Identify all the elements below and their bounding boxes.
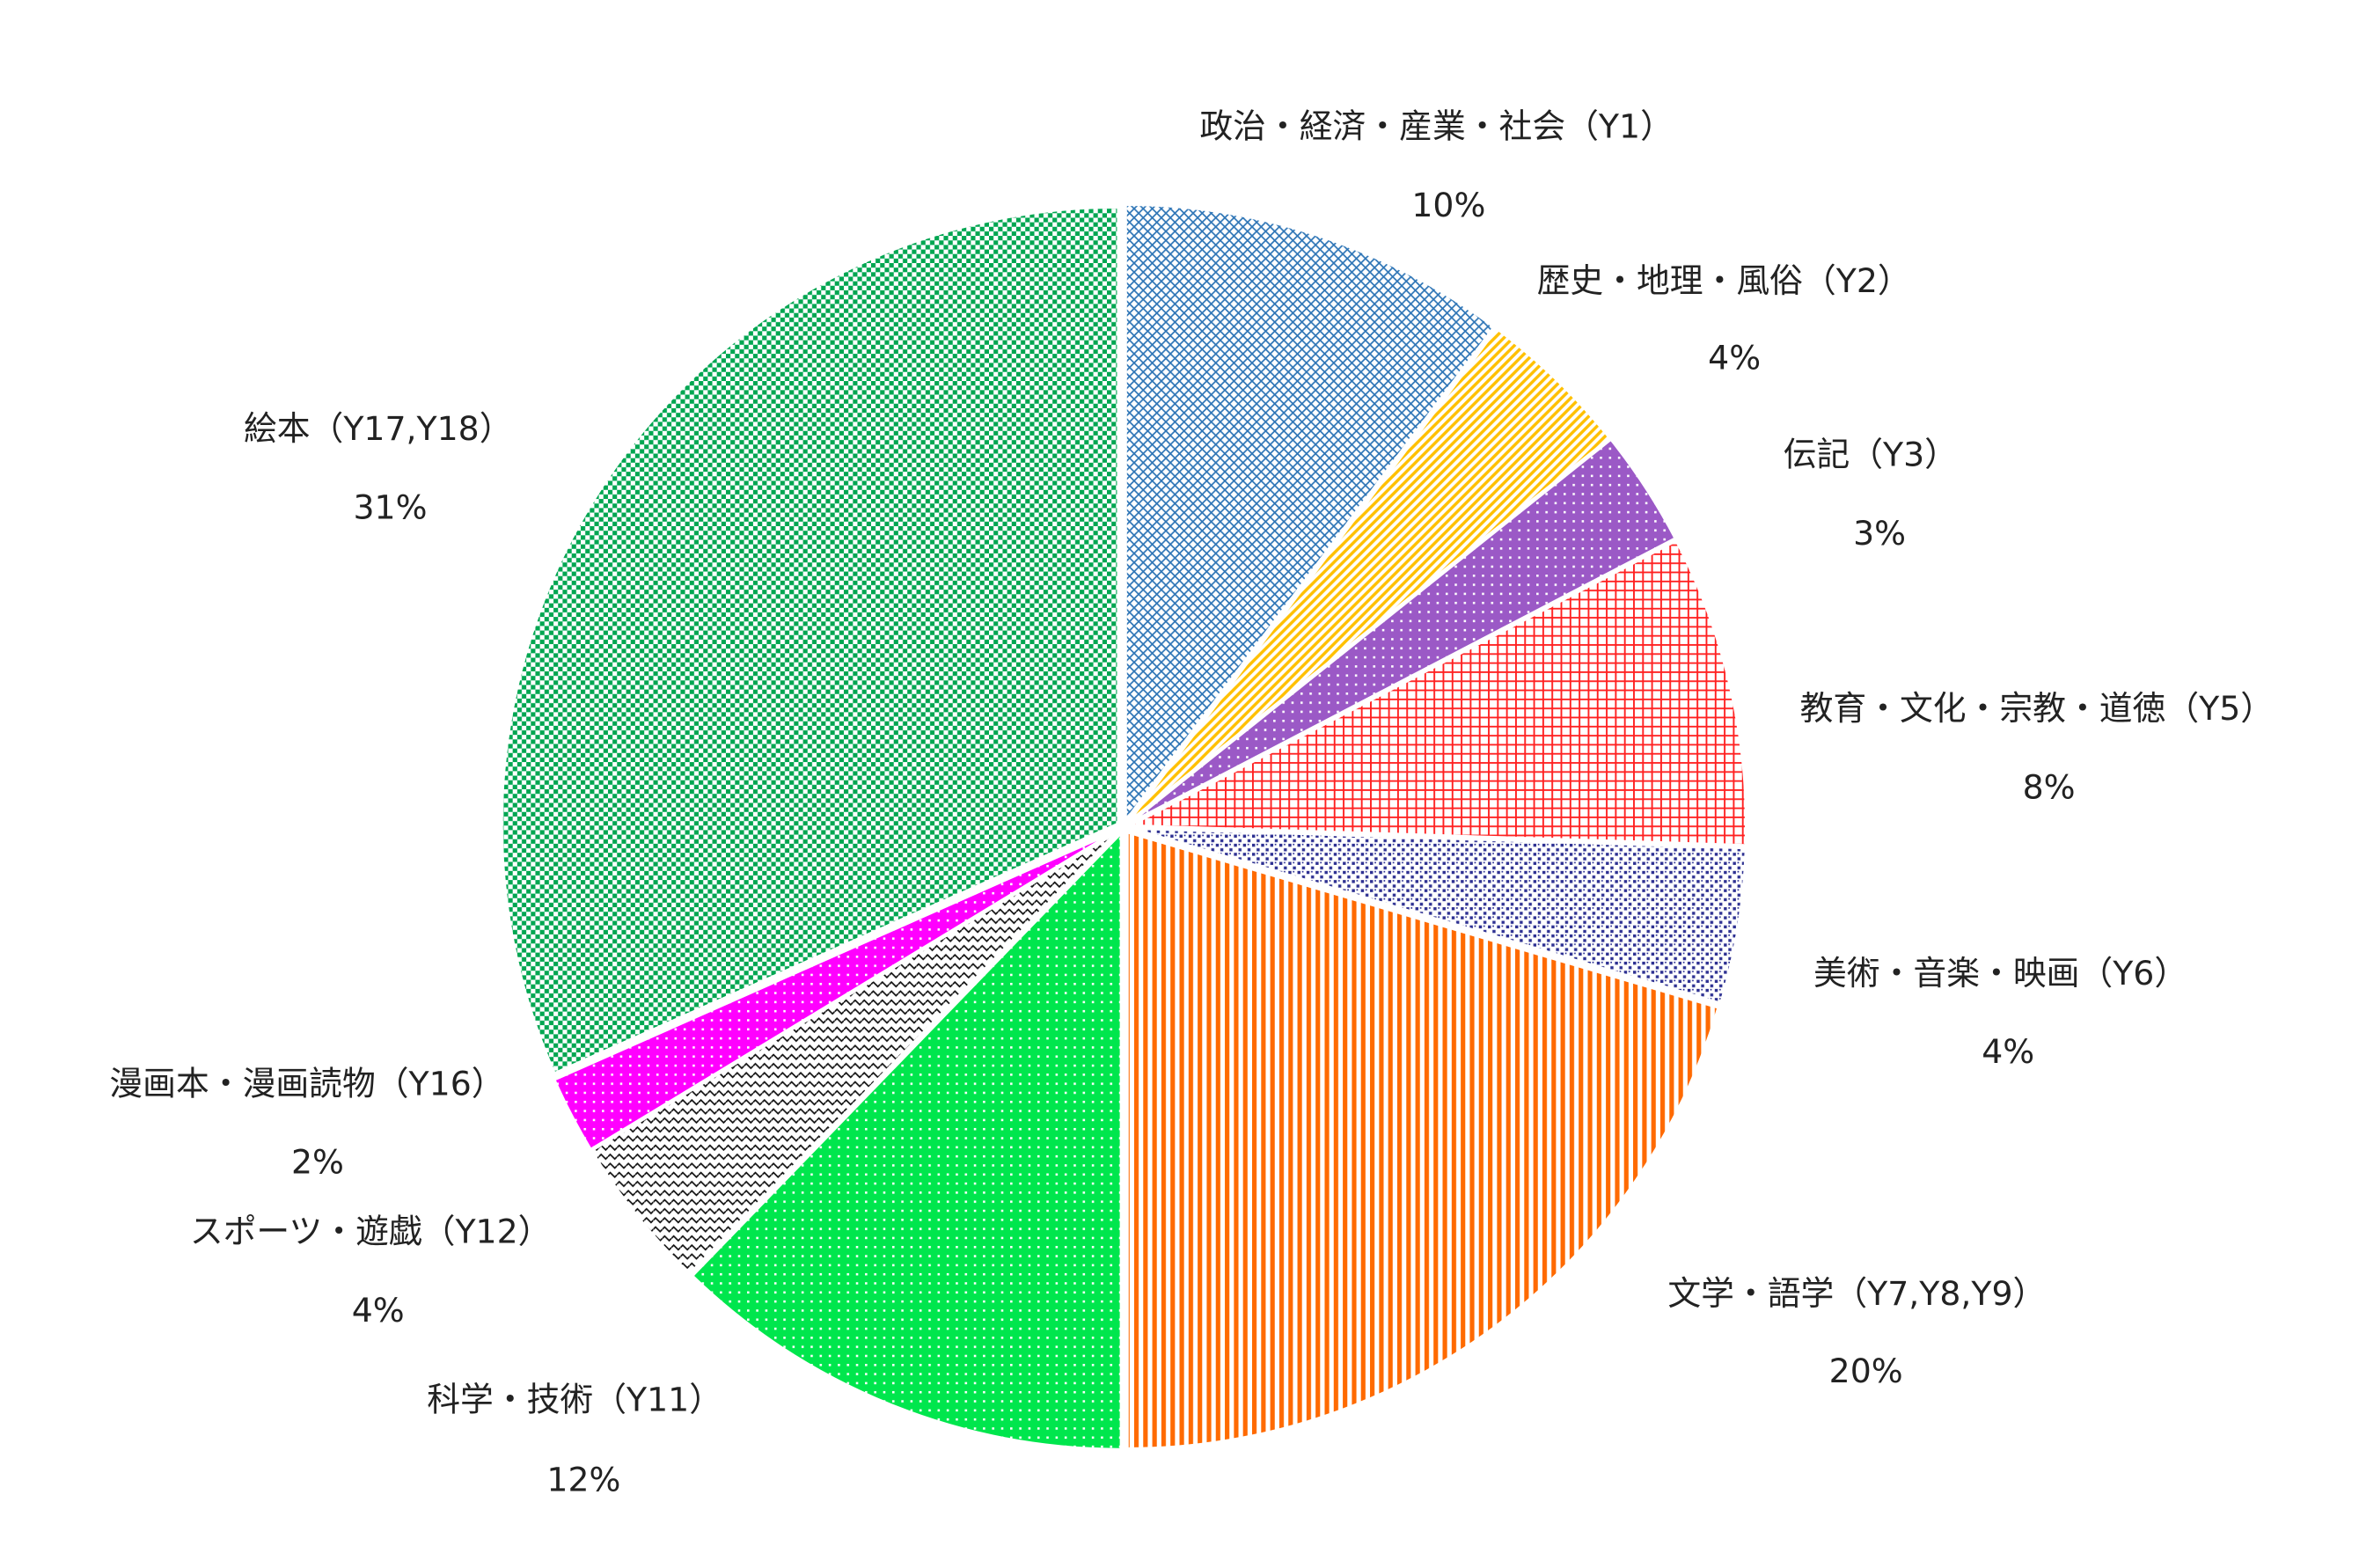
value-label: 4% — [352, 1291, 405, 1330]
pie-slice — [1125, 830, 1721, 1451]
pie-slice — [552, 828, 1119, 1152]
value-label: 4% — [1982, 1032, 2034, 1071]
slice-label: 歴史・地理・風俗（Y2） — [1537, 261, 1911, 300]
pie-slice — [1129, 826, 1748, 1006]
value-label: 4% — [1708, 338, 1761, 377]
pie-slice — [1127, 436, 1678, 825]
slice-label: 絵本（Y17,Y18） — [244, 409, 513, 448]
slice-label: 漫画本・漫画読物（Y16） — [109, 1064, 504, 1103]
slice-label: 政治・経済・産業・社会（Y1） — [1199, 107, 1673, 146]
value-label: 8% — [2023, 768, 2076, 807]
value-label: 3% — [1853, 514, 1906, 553]
pie-slice — [589, 829, 1120, 1277]
slice-label: スポーツ・遊戯（Y12） — [190, 1213, 552, 1251]
value-label: 31% — [353, 488, 427, 527]
labels: 政治・経済・産業・社会（Y1） 10% 歴史・地理・風俗（Y2） 4% 伝記（Y3） 3%… — [109, 107, 2274, 1499]
pie-slice — [690, 829, 1124, 1452]
pie-slice — [1124, 538, 1748, 847]
slice-label: 伝記（Y3） — [1784, 435, 1958, 473]
slice-label: 美術・音楽・映画（Y6） — [1813, 954, 2187, 993]
value-label: 20% — [1829, 1352, 1903, 1390]
slice-label: 教育・文化・宗教・道徳（Y5） — [1800, 689, 2275, 728]
slice-label: 文学・語学（Y7,Y8,Y9） — [1667, 1274, 2046, 1313]
value-label: 10% — [1411, 186, 1485, 224]
pie-slice — [1124, 202, 1497, 826]
pie-slice — [500, 205, 1120, 1076]
slice-label: 科学・技術（Y11） — [427, 1380, 722, 1418]
pie-slice — [1126, 326, 1613, 824]
pie — [500, 202, 1748, 1452]
value-label: 2% — [291, 1143, 344, 1182]
value-label: 12% — [546, 1461, 620, 1499]
